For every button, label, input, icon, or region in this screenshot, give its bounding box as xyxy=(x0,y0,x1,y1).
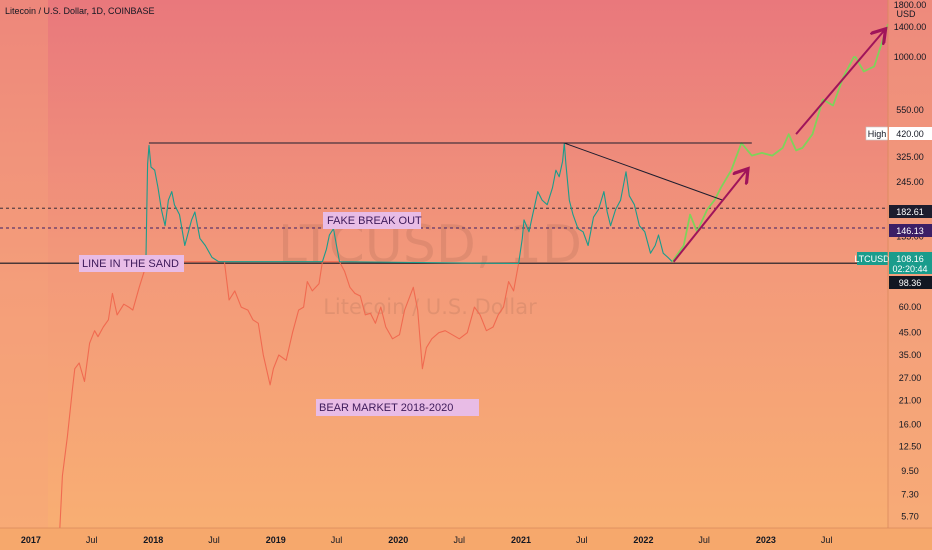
price-series xyxy=(58,23,889,538)
price-tick-label: 245.00 xyxy=(896,177,924,187)
time-tick-label: 2022 xyxy=(633,535,653,545)
price-tick-label: 1400.00 xyxy=(894,22,927,32)
price-tick-label: 1800.00 xyxy=(894,0,927,10)
time-tick-label: 2018 xyxy=(143,535,163,545)
high-value-box xyxy=(889,127,932,140)
support-value: 98.36 xyxy=(899,278,922,288)
price-tick-label: 27.00 xyxy=(899,373,922,383)
watermark-name: Litecoin / U.S. Dollar xyxy=(323,295,537,319)
time-tick-label: Jul xyxy=(208,535,220,545)
ticker-box xyxy=(857,252,888,265)
time-tick-label: 2020 xyxy=(388,535,408,545)
price-tick-label: 550.00 xyxy=(896,105,924,115)
time-tick-label: Jul xyxy=(454,535,466,545)
series-projection xyxy=(671,23,889,263)
time-tick-label: 2017 xyxy=(21,535,41,545)
time-tick-label: Jul xyxy=(86,535,98,545)
price-axis[interactable]: USD 1800.00 1400.00 1000.00 550.00 325.00 245… xyxy=(854,0,932,528)
annotation-bear-market: BEAR MARKET 2018-2020 xyxy=(316,399,479,416)
price-tick-label: 45.00 xyxy=(899,328,922,338)
left-shade xyxy=(0,0,48,528)
price-tick-label: 35.00 xyxy=(899,350,922,360)
annotation-fake-breakout-text: FAKE BREAK OUT xyxy=(327,215,422,227)
ticker-label: LTCUSD xyxy=(854,254,890,264)
currency-label: USD xyxy=(896,9,916,19)
level2-value: 146.13 xyxy=(896,226,924,236)
time-tick-label: Jul xyxy=(698,535,710,545)
price-tick-label: 21.00 xyxy=(899,395,922,405)
price-tick-label: 12.50 xyxy=(899,442,922,452)
trend-arrow xyxy=(795,30,884,135)
last-price-box xyxy=(889,252,932,274)
series-above xyxy=(145,142,673,265)
annotation-bear-market-bg xyxy=(316,399,479,416)
price-tick-label: 7.30 xyxy=(901,489,919,499)
high-label: High xyxy=(868,129,887,139)
annotation-bear-market-text: BEAR MARKET 2018-2020 xyxy=(319,402,453,414)
time-axis[interactable]: 2017 Jul 2018 Jul 2019 Jul 2020 Jul 2021 Jul 2022 J… xyxy=(0,527,932,550)
annotation-line-in-sand: LINE IN THE SAND xyxy=(79,255,184,272)
level1-value: 182.61 xyxy=(896,207,924,217)
last-price: 108.16 xyxy=(896,254,924,264)
annotation-fake-breakout: FAKE BREAK OUT xyxy=(323,212,422,229)
time-tick-label: Jul xyxy=(821,535,833,545)
level1-box xyxy=(889,205,932,218)
price-tick-label: 60.00 xyxy=(899,302,922,312)
annotation-fake-breakout-bg xyxy=(323,212,421,229)
time-axis-bg xyxy=(0,528,932,550)
price-tick-label: 1000.00 xyxy=(894,52,927,62)
price-tags: High 420.00 182.61 146.13 LTCUSD 108.16 … xyxy=(854,126,932,289)
time-tick-label: 2021 xyxy=(511,535,531,545)
annotation-line-in-sand-text: LINE IN THE SAND xyxy=(82,258,179,270)
price-tick-label: 9.50 xyxy=(901,466,919,476)
series-below xyxy=(58,261,520,538)
price-tick-label: 5.70 xyxy=(901,511,919,521)
time-tick-label: 2019 xyxy=(266,535,286,545)
time-axis-ticks: 2017 Jul 2018 Jul 2019 Jul 2020 Jul 2021 Jul 2022 J… xyxy=(21,535,833,545)
watermark: LTCUSD, 1D Litecoin / U.S. Dollar xyxy=(278,215,582,319)
time-tick-label: Jul xyxy=(576,535,588,545)
trendline-descending xyxy=(564,142,723,201)
trendlines xyxy=(148,30,884,263)
high-value: 420.00 xyxy=(896,129,924,139)
annotation-line-in-sand-bg xyxy=(79,255,184,272)
chart-title: Litecoin / U.S. Dollar, 1D, COINBASE xyxy=(5,6,155,16)
time-tick-label: 2023 xyxy=(756,535,776,545)
countdown: 02:20:44 xyxy=(892,264,927,274)
time-tick-label: Jul xyxy=(331,535,343,545)
support-box xyxy=(889,276,932,289)
price-tick-label: 16.00 xyxy=(899,420,922,430)
trend-arrow xyxy=(672,170,747,263)
level2-box xyxy=(889,224,932,237)
price-tick-label: 325.00 xyxy=(896,152,924,162)
